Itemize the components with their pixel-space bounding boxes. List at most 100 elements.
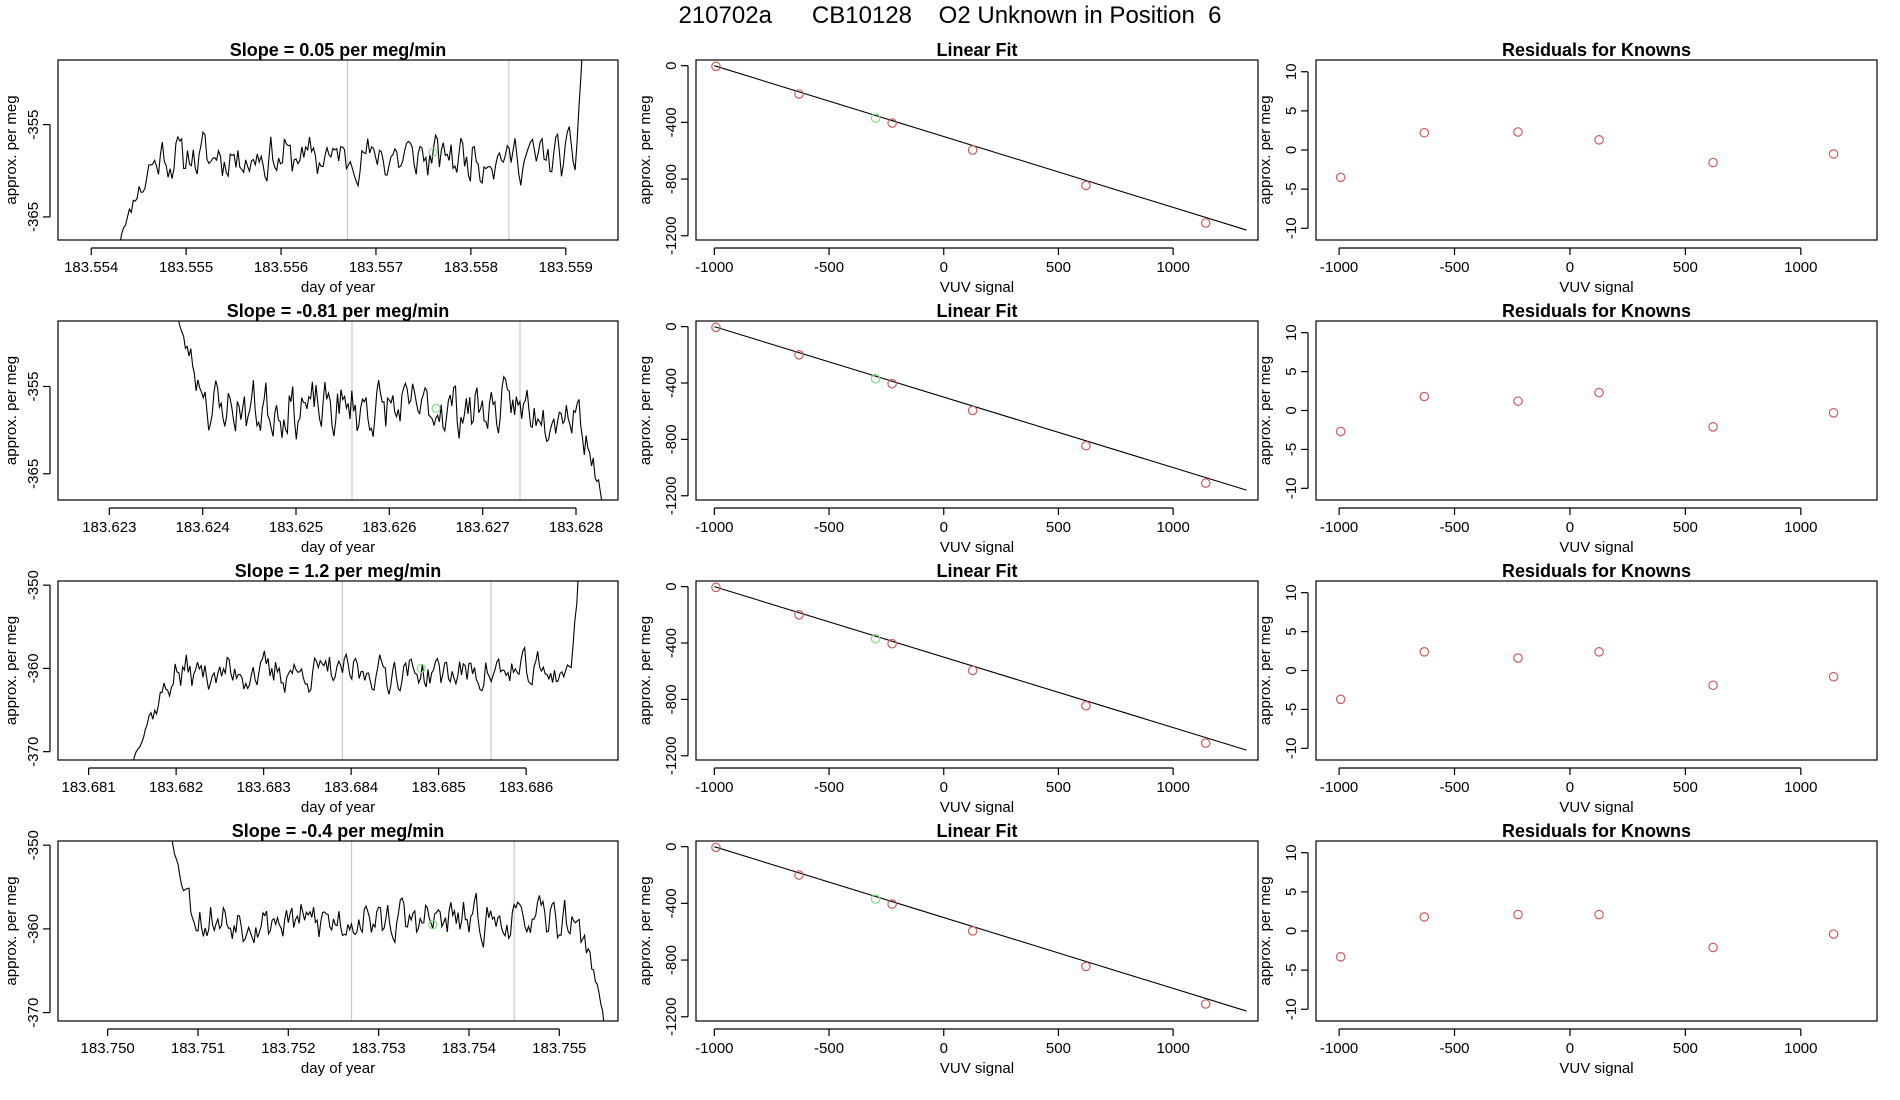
x-tick-label: 0: [1566, 519, 1574, 536]
x-tick-label: 183.684: [324, 779, 378, 796]
panel-title: Residuals for Knowns: [1502, 40, 1691, 60]
y-tick-label: 10: [1283, 584, 1300, 601]
x-tick-label: 183.681: [62, 779, 116, 796]
y-tick-label: 5: [1283, 627, 1300, 635]
x-tick-label: 500: [1673, 779, 1698, 796]
x-axis-label: VUV signal: [940, 539, 1014, 556]
data-point: [1513, 909, 1523, 920]
plot-area: [1335, 387, 1839, 437]
x-tick-label: 1000: [1156, 259, 1189, 276]
y-tick-label: -400: [663, 368, 680, 398]
panel-1-0: Slope = -0.81 per meg/min 183.623 183.624 1…: [3, 301, 619, 556]
unknown-point: [428, 920, 438, 930]
plot-area: [711, 322, 1247, 491]
x-tick-label: -1000: [1320, 259, 1358, 276]
data-point: [1335, 694, 1346, 705]
plot-area: [711, 61, 1247, 231]
x-tick-label: 183.755: [532, 1040, 586, 1057]
y-tick-label: 0: [663, 842, 680, 850]
y-tick-label: 0: [1283, 927, 1300, 935]
y-tick-label: 5: [1283, 107, 1300, 115]
y-tick-label: -400: [663, 107, 680, 137]
plot-frame: [695, 320, 1259, 501]
unknown-point: [870, 113, 881, 123]
panel-title: Residuals for Knowns: [1502, 561, 1691, 581]
panel-title: Linear Fit: [936, 40, 1017, 60]
panel-title: Slope = 1.2 per meg/min: [235, 561, 442, 581]
unknown-point: [870, 633, 881, 644]
y-tick-label: -800: [663, 684, 680, 714]
y-tick-label: -355: [25, 371, 42, 401]
x-tick-label: 500: [1046, 1040, 1071, 1057]
data-point: [1335, 172, 1346, 183]
y-tick-label: -355: [25, 110, 42, 140]
plot-area: [1335, 127, 1839, 183]
x-tick-label: -1000: [695, 519, 733, 536]
plot-frame: [1315, 580, 1878, 761]
x-tick-label: 183.555: [159, 259, 213, 276]
plot-area: [1335, 909, 1839, 962]
plot-area: [171, 841, 605, 1021]
x-axis-label: day of year: [301, 279, 375, 296]
plot-area: [178, 321, 603, 500]
x-tick-label: -500: [814, 779, 844, 796]
data-point: [1081, 700, 1091, 711]
y-tick-label: 0: [1283, 146, 1300, 154]
x-tick-label: 183.753: [352, 1040, 406, 1057]
series-line: [178, 321, 603, 500]
data-point: [1200, 999, 1211, 1009]
y-tick-label: -350: [25, 570, 42, 600]
x-tick-label: 0: [1566, 259, 1574, 276]
data-point: [1708, 157, 1718, 168]
x-tick-label: 183.557: [349, 259, 403, 276]
y-tick-label: -5: [1283, 182, 1300, 195]
x-tick-label: 183.751: [171, 1040, 225, 1057]
panel-2-0: Slope = 1.2 per meg/min 183.681 183.682 183…: [3, 561, 619, 816]
y-tick-label: 0: [663, 61, 680, 69]
data-point: [967, 665, 978, 676]
data-point: [1419, 912, 1430, 922]
data-point: [1419, 647, 1430, 657]
plot-frame: [1315, 320, 1878, 501]
y-axis-label: approx. per meg: [1257, 95, 1274, 204]
plot-frame: [1315, 59, 1878, 241]
plot-area: [133, 581, 579, 760]
panel-2-2: Residuals for Knowns -1000 -500 0 500 1000 VUV…: [1257, 561, 1878, 816]
data-point: [1200, 218, 1211, 228]
unknown-point: [870, 894, 881, 904]
data-point: [1513, 127, 1523, 137]
y-axis-label: approx. per meg: [1257, 356, 1274, 465]
y-axis-label: approx. per meg: [637, 616, 654, 725]
x-axis-label: VUV signal: [1559, 279, 1633, 296]
data-point: [711, 582, 721, 593]
y-tick-label: -365: [25, 202, 42, 232]
data-point: [711, 842, 721, 853]
plot-frame: [57, 580, 619, 761]
y-axis-label: approx. per meg: [637, 95, 654, 204]
x-tick-label: 1000: [1784, 779, 1817, 796]
y-tick-label: -5: [1283, 443, 1300, 456]
y-tick-label: -400: [663, 888, 680, 918]
y-axis-label: approx. per meg: [3, 95, 20, 204]
data-point: [1594, 135, 1604, 145]
x-tick-label: -500: [1440, 259, 1470, 276]
y-axis-label: approx. per meg: [1257, 876, 1274, 985]
x-tick-label: -500: [1440, 1040, 1470, 1057]
y-axis-label: approx. per meg: [1257, 616, 1274, 725]
x-tick-label: 1000: [1784, 1040, 1817, 1057]
panel-title: Residuals for Knowns: [1502, 821, 1691, 841]
x-axis-label: day of year: [301, 1060, 375, 1077]
y-tick-label: -360: [25, 653, 42, 683]
y-tick-label: -5: [1283, 703, 1300, 716]
x-tick-label: -500: [814, 519, 844, 536]
data-point: [794, 89, 804, 99]
x-tick-label: 0: [1566, 1040, 1574, 1057]
y-tick-label: 10: [1283, 324, 1300, 341]
y-axis-label: approx. per meg: [3, 876, 20, 985]
x-tick-label: -1000: [695, 1040, 733, 1057]
x-tick-label: 500: [1046, 519, 1071, 536]
data-point: [887, 899, 897, 909]
x-tick-label: 183.626: [362, 519, 416, 536]
panel-3-0: Slope = -0.4 per meg/min 183.750 183.751 18…: [3, 821, 619, 1077]
x-tick-label: 1000: [1156, 1040, 1189, 1057]
